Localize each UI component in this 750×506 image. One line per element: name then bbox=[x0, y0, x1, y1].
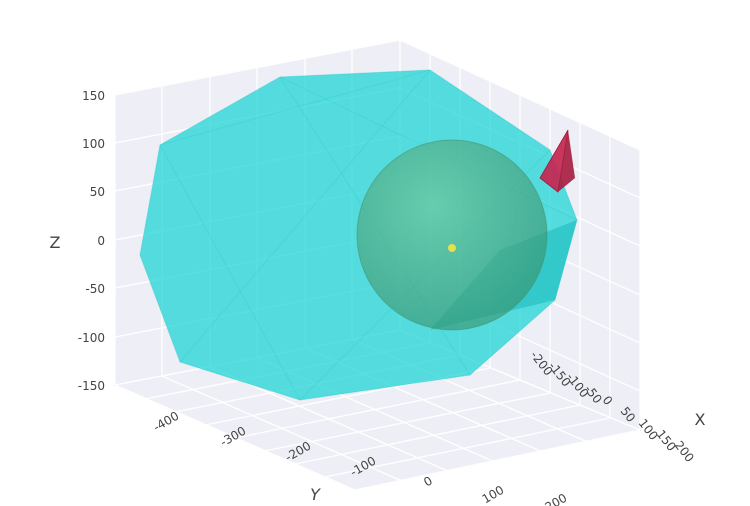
svg-text:-150: -150 bbox=[78, 379, 105, 393]
plot-svg: 150 100 50 0 -50 -100 -150 -400 -300 -20… bbox=[0, 0, 750, 506]
svg-text:200: 200 bbox=[543, 491, 570, 506]
inner-sphere bbox=[357, 140, 547, 330]
svg-text:-50: -50 bbox=[85, 282, 105, 296]
y-axis-label: Y bbox=[310, 485, 321, 504]
svg-text:0: 0 bbox=[97, 234, 105, 248]
z-axis-label: Z bbox=[50, 233, 61, 252]
svg-text:50: 50 bbox=[90, 185, 105, 199]
svg-text:100: 100 bbox=[480, 483, 507, 506]
sphere-center-dot bbox=[448, 244, 456, 252]
svg-text:150: 150 bbox=[82, 89, 105, 103]
svg-text:0: 0 bbox=[421, 474, 435, 490]
z-ticks: 150 100 50 0 -50 -100 -150 bbox=[78, 89, 105, 393]
x-axis-label: X bbox=[695, 410, 706, 429]
svg-text:100: 100 bbox=[82, 137, 105, 151]
svg-text:-100: -100 bbox=[78, 331, 105, 345]
figure-3d: 150 100 50 0 -50 -100 -150 -400 -300 -20… bbox=[0, 0, 750, 506]
